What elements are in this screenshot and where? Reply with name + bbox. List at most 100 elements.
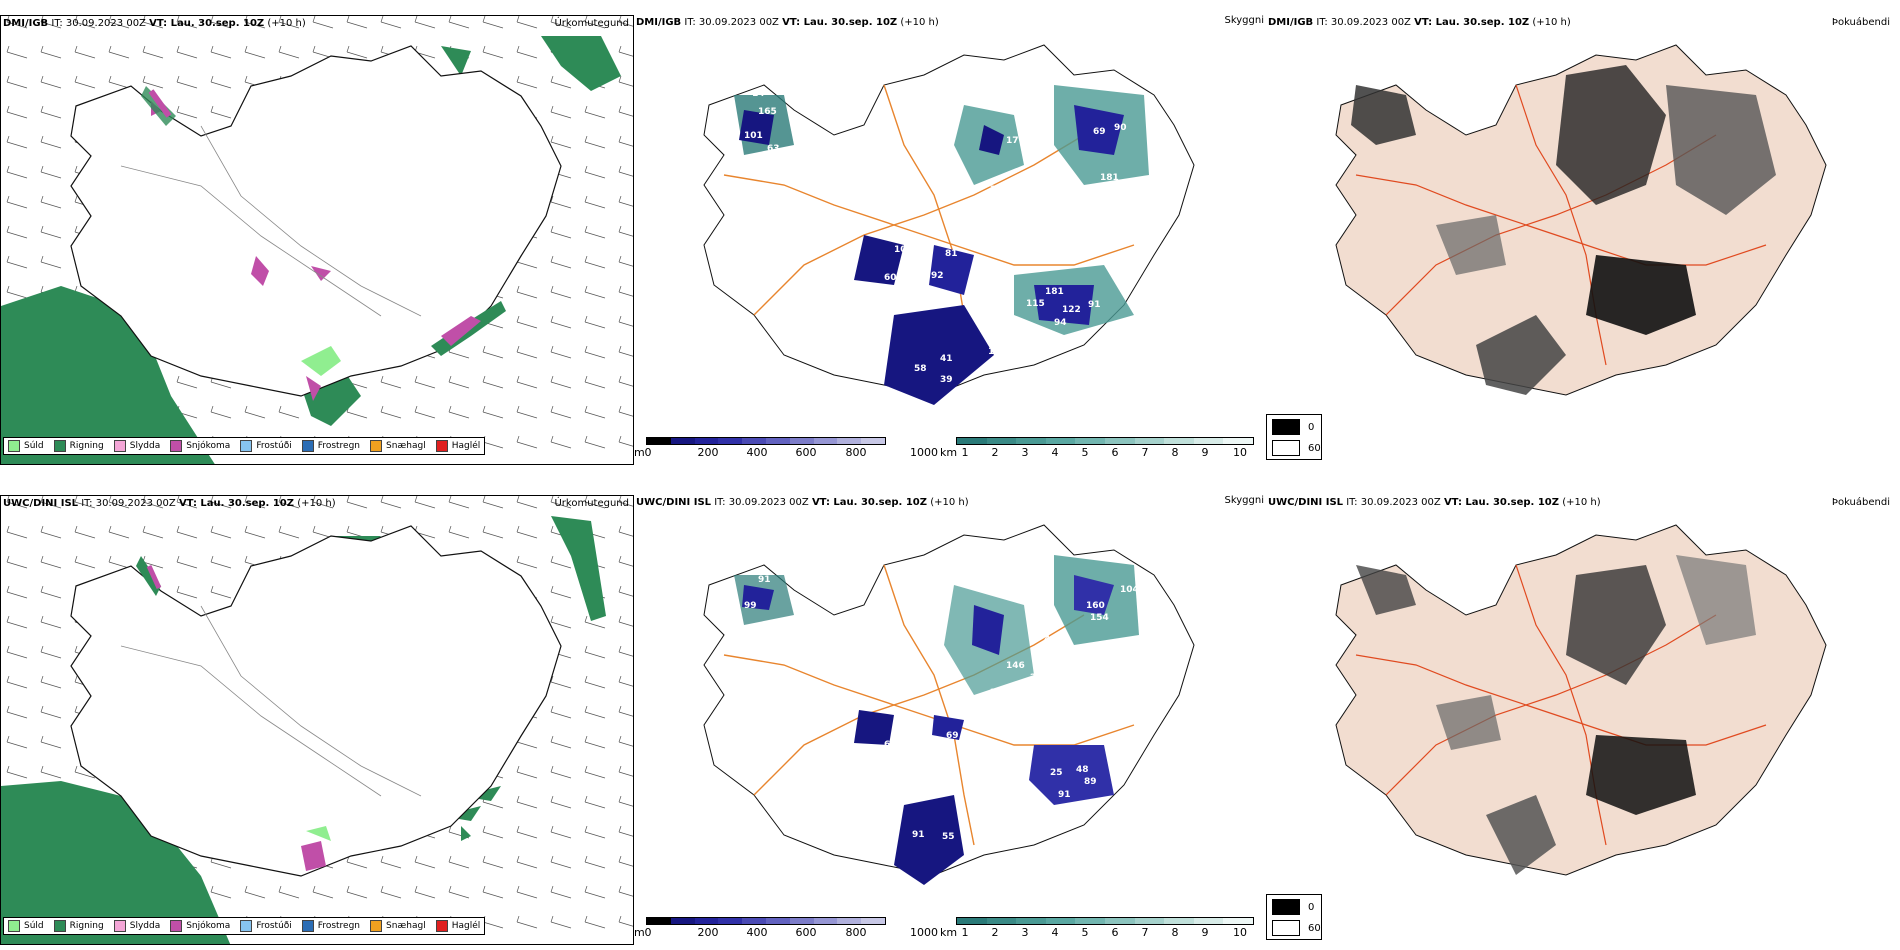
fog-map-top: [1335, 44, 1827, 396]
visibility-tick: 1: [961, 446, 969, 459]
visibility-tick: 10: [1233, 926, 1247, 939]
ceiling-label: 165: [758, 107, 777, 117]
legend-item: Súld: [8, 920, 44, 932]
legend-item: Frostregn: [301, 440, 360, 452]
ceiling-tick: 200: [697, 926, 719, 939]
ceiling-colorbar-top: [646, 437, 886, 445]
precip-map-bottom: [1, 496, 633, 944]
cloud-visibility-panel-top: DMI/IGB IT: 30.09.2023 00Z VT: Lau. 30.s…: [634, 15, 1268, 465]
visibility-tick: 3: [1021, 926, 1029, 939]
ceiling-tick: 600: [795, 926, 817, 939]
ceiling-label: 25: [1050, 768, 1063, 778]
ceiling-label: 81: [945, 249, 958, 259]
ceiling-label: 69: [946, 731, 959, 741]
ceiling-label: 42: [1044, 635, 1057, 645]
visibility-colorbar-bottom: [956, 917, 1254, 925]
ceiling-label: 17: [1006, 136, 1019, 146]
legend-item: Snæhagl: [370, 440, 426, 452]
precip-map-panel-top: DMI/IGB IT: 30.09.2023 00Z VT: Lau. 30.s…: [0, 15, 634, 465]
panel-variable-precip-bottom: Úrkomutegund: [554, 498, 629, 509]
visibility-unit: km: [940, 446, 958, 459]
legend-item: Snjókoma: [170, 920, 230, 932]
ceiling-tick: 0: [644, 446, 652, 459]
precip-map-panel-bottom: UWC/DINI ISL IT: 30.09.2023 00Z VT: Lau.…: [0, 495, 634, 945]
panel-title-precip-bottom: UWC/DINI ISL IT: 30.09.2023 00Z VT: Lau.…: [3, 498, 336, 509]
ceiling-label: 25: [1030, 673, 1043, 683]
ceiling-label: 102: [894, 245, 913, 255]
ceiling-label: 69: [1029, 177, 1042, 187]
ceiling-label: 181: [1045, 287, 1064, 297]
visibility-tick: 4: [1051, 446, 1059, 459]
legend-item: Snjókoma: [170, 440, 230, 452]
ceiling-tick: 400: [746, 926, 768, 939]
precip-map-top: [1, 16, 633, 464]
panel-variable-cloud-top: Skyggni: [1224, 15, 1264, 26]
ceiling-tick: 200: [697, 446, 719, 459]
panel-variable-cloud-bottom: Skyggni: [1224, 495, 1264, 506]
ceiling-label: 91: [758, 575, 771, 585]
legend-item: Súld: [8, 440, 44, 452]
visibility-tick: 8: [1171, 926, 1179, 939]
legend-item: Rigning: [53, 920, 104, 932]
ceiling-label: 99: [962, 188, 975, 198]
visibility-unit: km: [940, 926, 958, 939]
ceiling-label: 142: [1050, 234, 1069, 244]
cloud-map-bottom: [703, 524, 1195, 885]
ceiling-label: 101: [744, 131, 763, 141]
fog-panel-bottom: UWC/DINI ISL IT: 30.09.2023 00Z VT: Lau.…: [1266, 495, 1900, 945]
ceiling-label: 86: [1142, 188, 1155, 198]
visibility-tick: 4: [1051, 926, 1059, 939]
ceiling-tick: 0: [644, 926, 652, 939]
fog-panel-top: DMI/IGB IT: 30.09.2023 00Z VT: Lau. 30.s…: [1266, 15, 1900, 465]
panel-variable-fog-bottom: Þokuábendi: [1831, 497, 1890, 508]
ceiling-label: 41: [940, 354, 953, 364]
ceiling-label: 94: [1054, 318, 1067, 328]
ceiling-tick: 800: [845, 926, 867, 939]
ceiling-unit: m: [634, 446, 645, 459]
fog-map-bottom: [1335, 524, 1827, 876]
legend-item: Frostúði: [240, 440, 292, 452]
ceiling-label: 69: [1093, 127, 1106, 137]
ceiling-label: 115: [1026, 299, 1045, 309]
legend-item: Frostúði: [240, 920, 292, 932]
ceiling-tick: 400: [746, 446, 768, 459]
visibility-tick: 7: [1141, 446, 1149, 459]
ceiling-label: 99: [744, 601, 757, 611]
ceiling-label: 39: [940, 375, 953, 385]
ceiling-label: 146: [1114, 265, 1133, 275]
ceiling-label: 65: [894, 719, 907, 729]
fog-key-bottom: 0 60: [1266, 894, 1322, 940]
ceiling-label: 14: [752, 89, 765, 99]
ceiling-label: 29: [990, 185, 1003, 195]
ceiling-label: 61: [1054, 165, 1067, 175]
ceiling-label: 91: [912, 830, 925, 840]
visibility-tick: 9: [1201, 446, 1209, 459]
legend-item: Rigning: [53, 440, 104, 452]
ceiling-label: 122: [1062, 305, 1081, 315]
visibility-tick: 5: [1081, 926, 1089, 939]
fog-key-top: 0 60: [1266, 414, 1322, 460]
ceiling-label: 48: [1076, 765, 1089, 775]
ceiling-label: 63: [767, 144, 780, 154]
ceiling-label: 58: [914, 364, 927, 374]
ceiling-label: 92: [931, 271, 944, 281]
ceiling-label: 90: [1114, 123, 1127, 133]
ceiling-label: 160: [1086, 601, 1105, 611]
ceiling-label: 146: [1006, 661, 1025, 671]
visibility-tick: 1: [961, 926, 969, 939]
legend-item: Snæhagl: [370, 920, 426, 932]
legend-item: Haglél: [435, 920, 480, 932]
visibility-tick: 6: [1111, 446, 1119, 459]
ceiling-label: 55: [942, 832, 955, 842]
ceiling-label: 60: [884, 273, 897, 283]
precip-type-legend-top: Súld Rigning Slydda Snjókoma Frostúði Fr…: [3, 437, 486, 455]
visibility-colorbar-top: [956, 437, 1254, 445]
ceiling-label: 243: [990, 688, 1009, 698]
cloud-map-top: [703, 44, 1195, 405]
legend-item: Haglél: [435, 440, 480, 452]
ceiling-unit: m: [634, 926, 645, 939]
visibility-tick: 7: [1141, 926, 1149, 939]
ceiling-tick: 1000: [910, 446, 938, 459]
ceiling-label: 154: [1090, 613, 1109, 623]
visibility-tick: 10: [1233, 446, 1247, 459]
